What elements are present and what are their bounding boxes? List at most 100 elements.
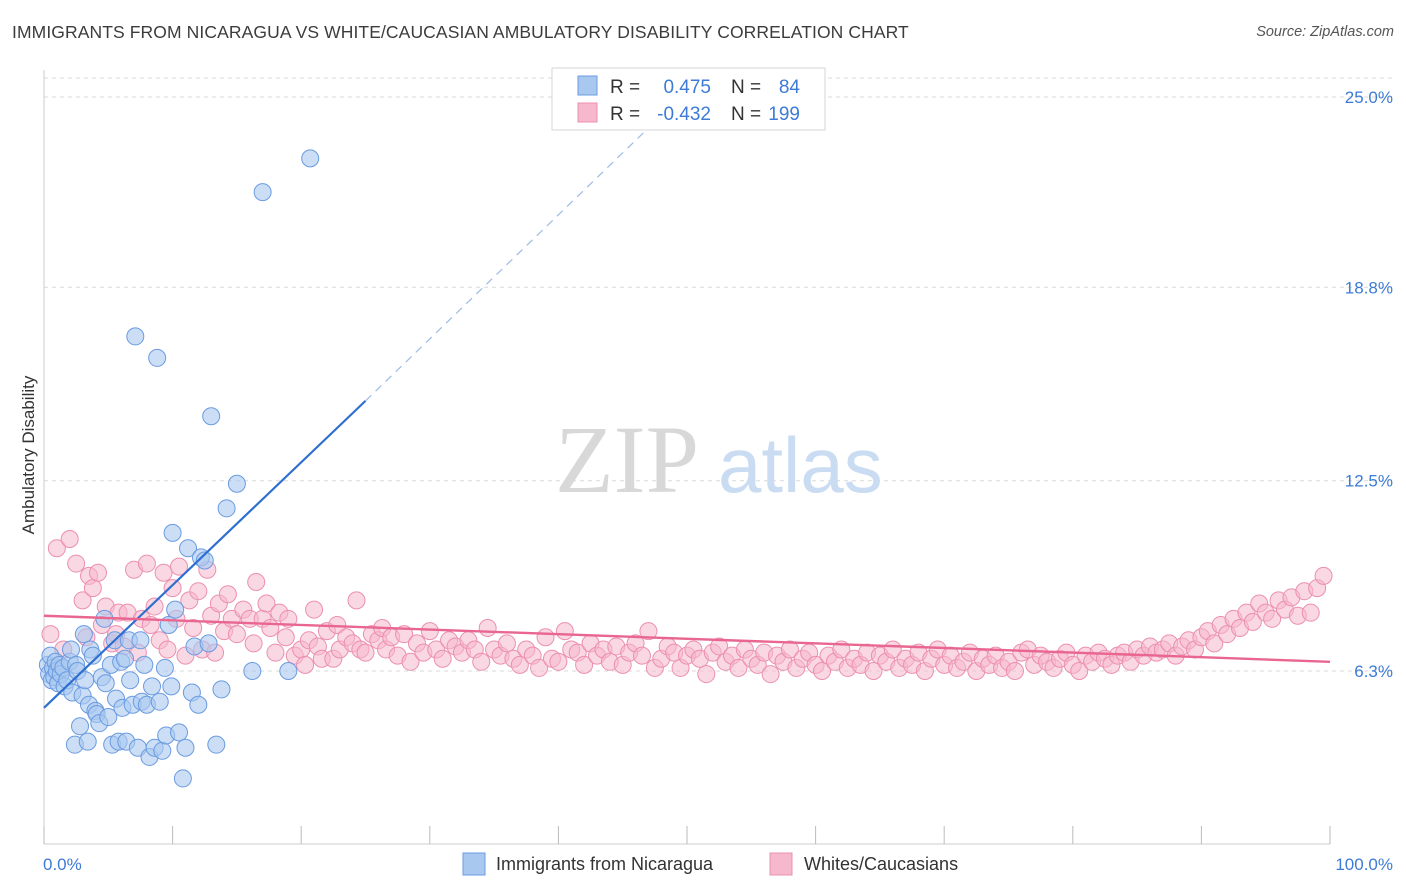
point-whites xyxy=(67,554,86,573)
point-nicaragua xyxy=(116,649,135,668)
point-whites xyxy=(137,554,156,573)
point-nicaragua xyxy=(207,735,226,754)
series-whites-points xyxy=(41,530,1333,684)
point-whites xyxy=(433,649,452,668)
point-nicaragua xyxy=(148,348,167,367)
point-nicaragua xyxy=(301,149,320,168)
point-whites xyxy=(189,582,208,601)
point-whites xyxy=(158,640,177,659)
bottom-legend-label-blue: Immigrants from Nicaragua xyxy=(496,854,714,874)
trend-line-nicaragua xyxy=(43,400,367,709)
point-nicaragua xyxy=(121,671,140,690)
y-tick-label: 6.3% xyxy=(1354,662,1393,681)
point-whites xyxy=(710,637,729,656)
watermark-atlas: atlas xyxy=(718,421,883,509)
point-nicaragua xyxy=(166,600,185,619)
point-whites xyxy=(89,563,108,582)
legend-n-label-pink: N = xyxy=(731,104,761,125)
point-nicaragua xyxy=(62,640,81,659)
point-nicaragua xyxy=(253,183,272,202)
stats-legend: R = 0.475 N = 84 R = -0.432 N = 199 xyxy=(551,67,826,131)
point-whites xyxy=(257,594,276,613)
watermark-zip: ZIP xyxy=(555,406,699,513)
trend-line-whites xyxy=(43,614,1331,663)
y-tick-label: 18.8% xyxy=(1345,278,1393,297)
point-nicaragua xyxy=(83,646,102,665)
point-whites xyxy=(83,579,102,598)
legend-r-value-blue: 0.475 xyxy=(663,77,711,98)
point-whites xyxy=(73,591,92,610)
point-whites xyxy=(530,658,549,677)
legend-swatch-pink xyxy=(577,102,598,123)
point-nicaragua xyxy=(163,523,182,542)
point-whites xyxy=(184,619,203,638)
point-whites xyxy=(1243,612,1262,631)
point-whites xyxy=(536,628,555,647)
y-tick-label: 12.5% xyxy=(1345,472,1393,491)
legend-r-value-pink: -0.432 xyxy=(657,104,711,125)
point-nicaragua xyxy=(217,499,236,518)
point-whites xyxy=(163,579,182,598)
x-tick-max: 100.0% xyxy=(1335,855,1393,874)
point-whites xyxy=(247,572,266,591)
point-nicaragua xyxy=(199,634,218,653)
bottom-legend-swatch-pink xyxy=(769,852,793,876)
point-whites xyxy=(279,609,298,628)
point-nicaragua xyxy=(78,732,97,751)
point-nicaragua xyxy=(170,723,189,742)
point-whites xyxy=(864,662,883,680)
point-whites xyxy=(478,619,497,638)
point-whites xyxy=(296,655,315,674)
trend-lines xyxy=(43,90,1331,709)
bottom-legend-swatch-blue xyxy=(462,852,486,876)
point-nicaragua xyxy=(96,674,115,693)
point-whites xyxy=(60,530,79,549)
point-whites xyxy=(632,646,651,665)
point-whites xyxy=(1301,603,1320,622)
legend-r-label-blue: R = xyxy=(610,77,640,98)
point-nicaragua xyxy=(162,677,181,696)
point-nicaragua xyxy=(71,717,90,736)
point-whites xyxy=(218,585,237,604)
bottom-legend-label-pink: Whites/Caucasians xyxy=(804,854,958,874)
point-nicaragua xyxy=(243,662,262,680)
point-nicaragua xyxy=(195,551,214,570)
chart-source: Source: ZipAtlas.com xyxy=(1256,24,1394,40)
point-nicaragua xyxy=(189,695,208,714)
axes xyxy=(43,70,1331,845)
point-whites xyxy=(261,619,280,638)
point-nicaragua xyxy=(135,655,154,674)
point-whites xyxy=(575,655,594,674)
point-whites xyxy=(145,597,164,616)
point-nicaragua xyxy=(99,708,118,727)
series-nicaragua-points xyxy=(38,149,320,788)
point-nicaragua xyxy=(173,769,192,788)
legend-r-label-pink: R = xyxy=(610,104,640,125)
point-whites xyxy=(1070,662,1089,680)
point-nicaragua xyxy=(153,741,172,760)
point-whites xyxy=(549,652,568,671)
point-whites xyxy=(1263,609,1282,628)
point-whites xyxy=(276,628,295,647)
point-nicaragua xyxy=(143,677,162,696)
series-legend: Immigrants from Nicaragua Whites/Caucasi… xyxy=(462,852,958,876)
point-nicaragua xyxy=(279,662,298,680)
point-whites xyxy=(227,625,246,644)
legend-n-label-blue: N = xyxy=(731,77,761,98)
point-whites xyxy=(356,643,375,662)
point-whites xyxy=(266,643,285,662)
legend-n-value-blue: 84 xyxy=(779,77,801,98)
point-nicaragua xyxy=(131,631,150,650)
point-whites xyxy=(244,634,263,653)
point-whites xyxy=(154,563,173,582)
point-whites xyxy=(347,591,366,610)
point-whites xyxy=(305,600,324,619)
trend-line-nicaragua-extension xyxy=(365,90,688,402)
point-whites xyxy=(472,652,491,671)
point-whites xyxy=(639,622,658,641)
point-whites xyxy=(761,665,780,684)
point-whites xyxy=(780,640,799,659)
point-whites xyxy=(813,662,832,680)
legend-swatch-blue xyxy=(577,75,598,96)
